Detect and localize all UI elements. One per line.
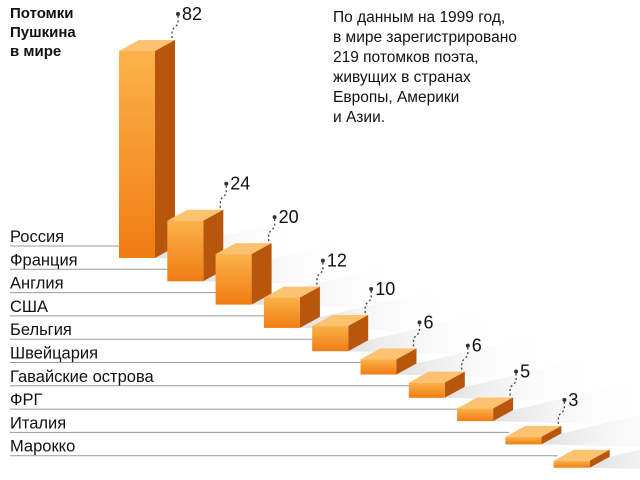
- bar: [360, 359, 397, 375]
- category-label: Гавайские острова: [10, 368, 155, 386]
- category-label: Швейцария: [10, 345, 98, 363]
- bar-side-face: [541, 425, 562, 445]
- bar-top-face: [215, 243, 272, 255]
- bar: [505, 436, 542, 445]
- bar-shadow: [348, 310, 499, 356]
- category-label: ФРГ: [10, 391, 43, 409]
- bar: [215, 254, 252, 305]
- bar-shadow: [444, 356, 595, 402]
- bar-top-face: [312, 314, 369, 326]
- bar-side-face: [251, 243, 272, 305]
- bar-top-face: [505, 425, 562, 437]
- bar: [457, 408, 494, 422]
- value-leader: [219, 183, 227, 208]
- value-label: 3: [568, 390, 578, 410]
- bar-top-face: [553, 449, 610, 461]
- category-label: Россия: [10, 228, 64, 246]
- bar: [263, 297, 300, 328]
- category-label: Бельгия: [10, 321, 72, 339]
- value-leader-dot: [369, 286, 374, 291]
- bar-side-face: [396, 348, 417, 375]
- value-leader-dot: [465, 343, 470, 348]
- category-label: Марокко: [10, 438, 75, 456]
- category-label: Италия: [10, 414, 66, 432]
- bar: [553, 460, 590, 468]
- chart-title: Потомки Пушкина в мире: [10, 5, 76, 60]
- bar: [312, 325, 349, 352]
- value-leader: [171, 14, 179, 38]
- value-leader-dot: [320, 258, 325, 263]
- bar-shadow: [493, 380, 640, 426]
- bar-side-face: [155, 40, 175, 258]
- bar-side-face: [348, 314, 369, 352]
- bar-top-face: [360, 348, 417, 360]
- bar-top-face: [457, 397, 514, 409]
- chart-annotation: По данным на 1999 год, в мире зарегистри…: [333, 9, 517, 126]
- bar: [167, 220, 204, 282]
- bar-side-face: [299, 286, 320, 328]
- bar-shadow: [396, 333, 547, 379]
- value-label: 12: [327, 251, 347, 271]
- bar: [119, 51, 155, 258]
- value-leader-dot: [272, 215, 277, 220]
- value-leader-dot: [224, 181, 229, 186]
- category-label: Франция: [10, 251, 78, 269]
- bar-shadow: [589, 449, 640, 470]
- value-leader-dot: [514, 369, 519, 374]
- value-label: 10: [375, 279, 395, 299]
- bar-top-face: [263, 286, 320, 298]
- value-label: 20: [279, 207, 299, 227]
- category-label: Англия: [10, 275, 64, 293]
- value-label: 5: [520, 361, 530, 381]
- value-leader-dot: [417, 320, 422, 325]
- value-leader-dot: [176, 12, 180, 16]
- bar-side-face: [493, 397, 514, 422]
- value-label: 6: [472, 336, 482, 356]
- bar-side-face: [444, 371, 465, 398]
- value-label: 6: [424, 312, 434, 332]
- value-label: 24: [230, 174, 250, 194]
- bar: [408, 382, 445, 398]
- value-label: 82: [182, 4, 202, 24]
- bar-side-face: [589, 449, 610, 468]
- bar-top-face: [119, 40, 175, 51]
- bar-top-face: [408, 371, 465, 383]
- value-leader-dot: [562, 397, 567, 402]
- bar-shadow: [541, 415, 640, 448]
- category-label: США: [10, 298, 48, 316]
- bar-top-face: [167, 209, 224, 221]
